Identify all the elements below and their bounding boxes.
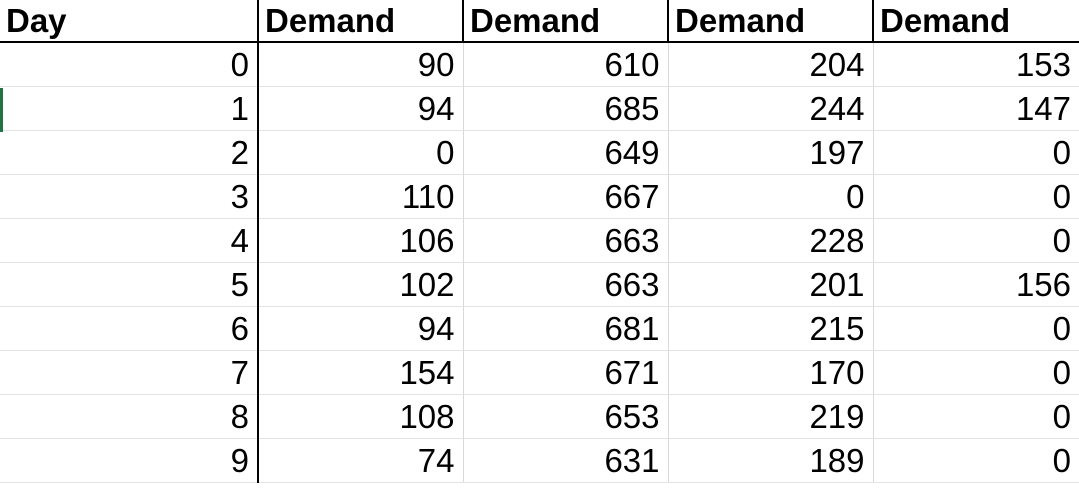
demand-cell[interactable]: 228 (668, 218, 874, 263)
demand-cell[interactable]: 170 (668, 350, 874, 395)
demand-cell[interactable]: 0 (873, 174, 1079, 219)
demand-cell[interactable]: 685 (463, 86, 669, 131)
demand-cell[interactable]: 0 (668, 174, 874, 219)
day-cell[interactable]: 5 (0, 262, 259, 307)
table-row: 7 154 671 170 0 (0, 350, 1079, 395)
demand-cell[interactable]: 0 (873, 306, 1079, 351)
demand-cell[interactable]: 90 (258, 42, 464, 87)
demand-cell[interactable]: 681 (463, 306, 669, 351)
demand-cell[interactable]: 631 (463, 438, 669, 483)
demand-cell[interactable]: 219 (668, 394, 874, 439)
day-cell[interactable]: 6 (0, 306, 259, 351)
demand-cell[interactable]: 663 (463, 262, 669, 307)
demand-cell[interactable]: 204 (668, 42, 874, 87)
table-row: 3 110 667 0 0 (0, 174, 1079, 219)
demand-cell[interactable]: 102 (258, 262, 464, 307)
demand-cell[interactable]: 156 (873, 262, 1079, 307)
table-row: 0 90 610 204 153 (0, 42, 1079, 87)
header-cell-demand-4[interactable]: Demand (873, 0, 1079, 43)
demand-cell[interactable]: 649 (463, 130, 669, 175)
day-cell[interactable]: 1 (0, 86, 259, 131)
table-row: 5 102 663 201 156 (0, 262, 1079, 307)
table-row: 4 106 663 228 0 (0, 218, 1079, 263)
demand-cell[interactable]: 94 (258, 306, 464, 351)
demand-cell[interactable]: 110 (258, 174, 464, 219)
demand-cell[interactable]: 201 (668, 262, 874, 307)
demand-cell[interactable]: 0 (258, 130, 464, 175)
table-row: 6 94 681 215 0 (0, 306, 1079, 351)
demand-cell[interactable]: 0 (873, 350, 1079, 395)
demand-cell[interactable]: 154 (258, 350, 464, 395)
day-cell[interactable]: 7 (0, 350, 259, 395)
table-row: 9 74 631 189 0 (0, 438, 1079, 483)
demand-cell[interactable]: 106 (258, 218, 464, 263)
table-row: 2 0 649 197 0 (0, 130, 1079, 175)
day-cell[interactable]: 2 (0, 130, 259, 175)
demand-cell[interactable]: 663 (463, 218, 669, 263)
day-cell[interactable]: 4 (0, 218, 259, 263)
header-row: Day Demand Demand Demand Demand (0, 0, 1079, 43)
table-row: 1 94 685 244 147 (0, 86, 1079, 131)
demand-cell[interactable]: 197 (668, 130, 874, 175)
header-cell-demand-2[interactable]: Demand (463, 0, 669, 43)
demand-cell[interactable]: 0 (873, 438, 1079, 483)
demand-cell[interactable]: 0 (873, 394, 1079, 439)
day-cell[interactable]: 3 (0, 174, 259, 219)
demand-cell[interactable]: 153 (873, 42, 1079, 87)
demand-cell[interactable]: 108 (258, 394, 464, 439)
header-cell-demand-1[interactable]: Demand (258, 0, 464, 43)
demand-cell[interactable]: 610 (463, 42, 669, 87)
day-cell[interactable]: 0 (0, 42, 259, 87)
demand-cell[interactable]: 653 (463, 394, 669, 439)
table-row: 8 108 653 219 0 (0, 394, 1079, 439)
demand-cell[interactable]: 189 (668, 438, 874, 483)
day-cell[interactable]: 8 (0, 394, 259, 439)
demand-cell[interactable]: 215 (668, 306, 874, 351)
demand-cell[interactable]: 0 (873, 130, 1079, 175)
demand-cell[interactable]: 0 (873, 218, 1079, 263)
demand-cell[interactable]: 244 (668, 86, 874, 131)
demand-cell[interactable]: 74 (258, 438, 464, 483)
row-selection-indicator (0, 88, 3, 132)
demand-cell[interactable]: 671 (463, 350, 669, 395)
demand-cell[interactable]: 667 (463, 174, 669, 219)
header-cell-day[interactable]: Day (0, 0, 259, 43)
day-cell[interactable]: 9 (0, 438, 259, 483)
demand-cell[interactable]: 147 (873, 86, 1079, 131)
demand-cell[interactable]: 94 (258, 86, 464, 131)
header-cell-demand-3[interactable]: Demand (668, 0, 874, 43)
